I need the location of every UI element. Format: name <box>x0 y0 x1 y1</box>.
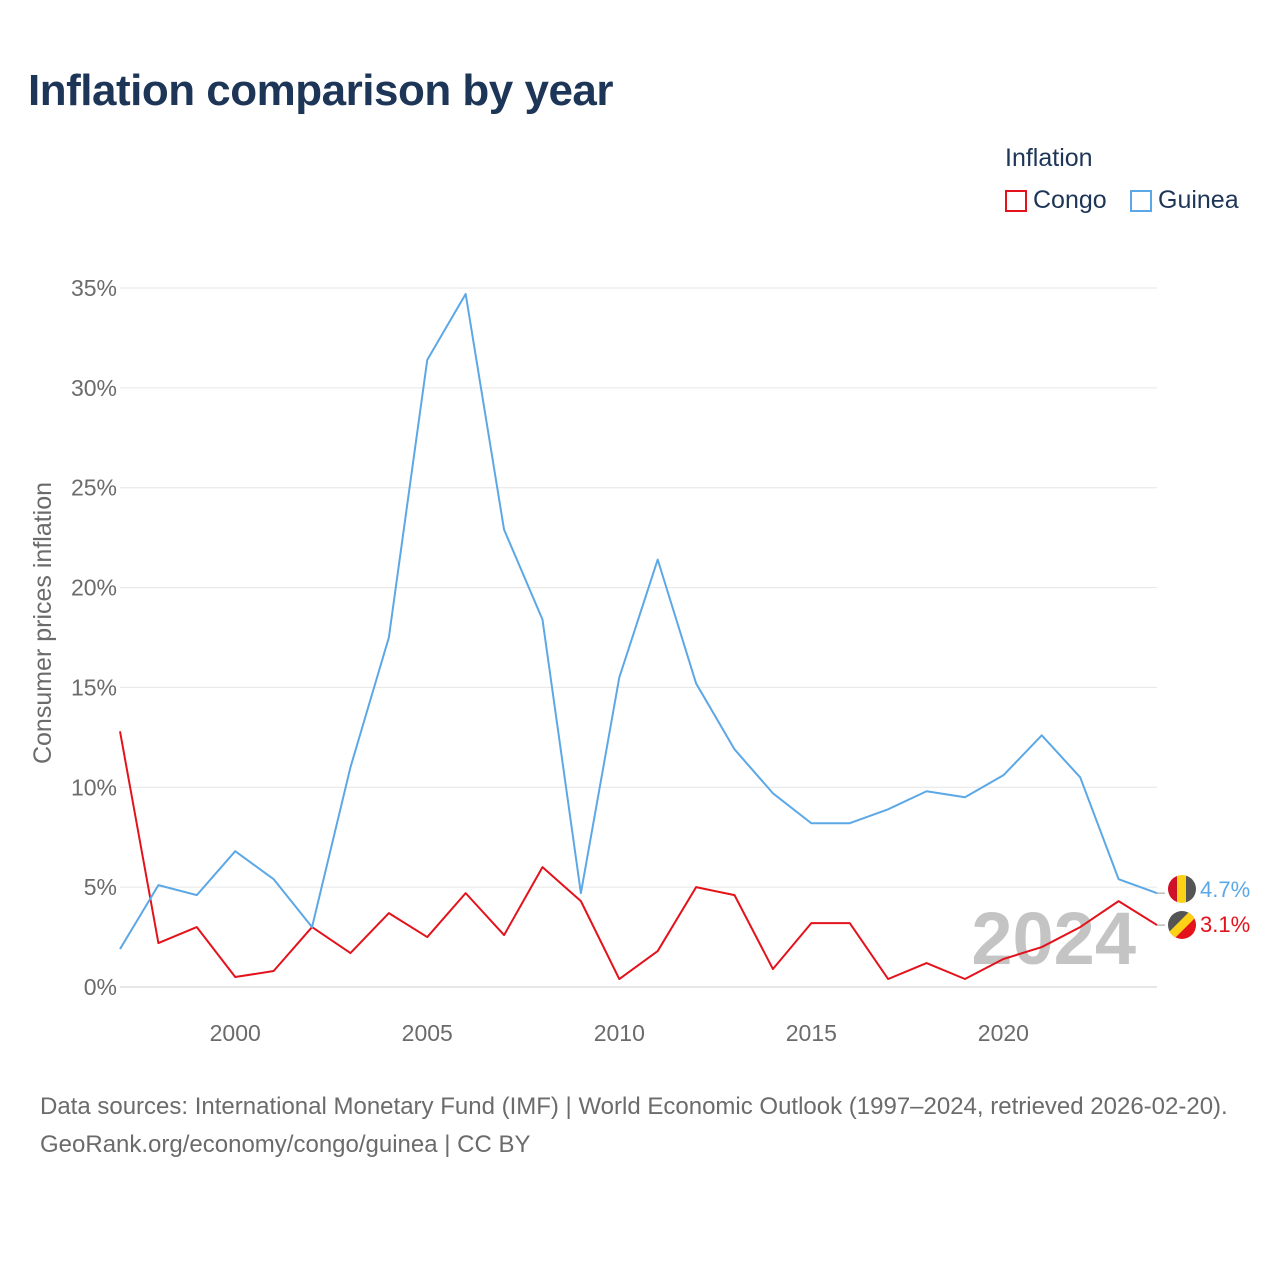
y-tick-label: 20% <box>71 575 117 601</box>
x-tick-label: 2010 <box>594 1020 645 1046</box>
x-axis-ticks: 2000 2005 2010 2015 2020 <box>210 1020 1029 1046</box>
grid-lines <box>120 287 1157 988</box>
y-tick-label: 5% <box>84 874 117 900</box>
y-tick-label: 25% <box>71 475 117 501</box>
source-footer: Data sources: International Monetary Fun… <box>40 1088 1250 1164</box>
congo-flag-icon <box>1168 911 1196 939</box>
series-line-guinea[interactable] <box>119 292 1158 950</box>
y-axis-ticks: 0% 5% 10% 15% 20% 25% 30% 35% <box>71 275 117 1000</box>
guinea-flag-icon <box>1168 875 1196 903</box>
congo-end-value: 3.1% <box>1200 912 1250 937</box>
end-markers: 4.7% 3.1% <box>1168 875 1250 939</box>
series-line-congo[interactable] <box>119 731 1158 981</box>
y-axis-label: Consumer prices inflation <box>29 482 57 764</box>
legend-item-guinea[interactable]: Guinea <box>1130 186 1239 215</box>
x-tick-label: 2005 <box>402 1020 453 1046</box>
legend-label-congo: Congo <box>1033 186 1107 214</box>
x-tick-label: 2000 <box>210 1020 261 1046</box>
legend-item-congo[interactable]: Congo <box>1005 186 1107 215</box>
series-lines <box>119 292 1165 981</box>
year-watermark: 2024 <box>971 897 1136 980</box>
line-chart: 0%5%10%15%20%25%30%35% 2000 2005 2010 2015 2… <box>29 275 1250 1046</box>
x-tick-label: 2015 <box>786 1020 837 1046</box>
y-tick-label: 15% <box>71 674 117 700</box>
x-tick-label: 2020 <box>978 1020 1029 1046</box>
y-tick-label: 35% <box>71 275 117 301</box>
legend-title: Inflation <box>1005 144 1093 172</box>
legend-swatch-congo <box>1005 189 1027 212</box>
y-tick-label: 10% <box>71 774 117 800</box>
legend-label-guinea: Guinea <box>1158 186 1239 214</box>
source-link[interactable]: GeoRank.org/economy/congo/guinea | CC BY <box>40 1131 531 1158</box>
y-tick-label: 0% <box>84 974 117 1000</box>
chart-title: Inflation comparison by year <box>28 66 614 115</box>
guinea-end-value: 4.7% <box>1200 877 1250 902</box>
source-text: Data sources: International Monetary Fun… <box>40 1093 1228 1120</box>
legend-swatch-guinea <box>1130 189 1152 212</box>
y-tick-label: 30% <box>71 375 117 401</box>
